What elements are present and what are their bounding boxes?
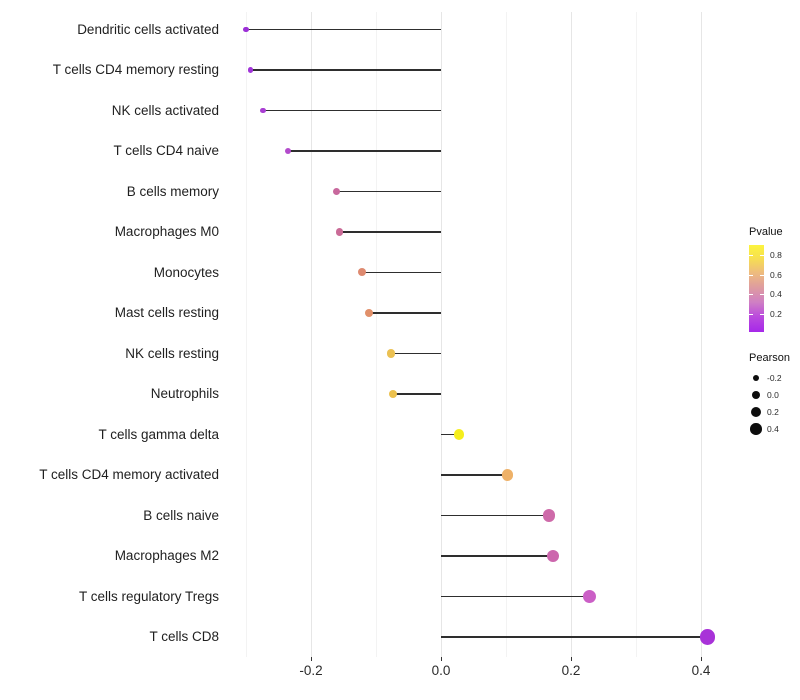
lollipop-stem xyxy=(339,231,441,233)
x-axis-tick-label: -0.2 xyxy=(299,663,323,678)
lollipop-stem xyxy=(441,555,553,557)
lollipop-dot xyxy=(364,308,373,318)
x-axis-tick-label: 0.2 xyxy=(561,663,581,678)
x-axis-tick xyxy=(701,657,702,661)
pearson-legend-dot xyxy=(752,374,760,382)
y-axis-label: Mast cells resting xyxy=(114,305,219,320)
pearson-legend-label: 0.0 xyxy=(767,390,779,400)
gridline-major xyxy=(311,12,312,657)
y-axis-label: T cells gamma delta xyxy=(98,426,219,442)
y-axis-label: Monocytes xyxy=(153,264,219,280)
lollipop-stem xyxy=(441,433,460,436)
colorbar-tick xyxy=(749,274,753,276)
lollipop-stem xyxy=(392,393,441,395)
gridline-minor xyxy=(636,12,637,657)
gridline-major xyxy=(441,12,442,657)
y-axis-label: Neutrophils xyxy=(150,386,219,401)
lollipop-dot xyxy=(501,469,513,481)
pvalue-legend-title: Pvalue xyxy=(749,226,783,238)
y-axis-label: NK cells resting xyxy=(125,345,219,361)
lollipop-stem xyxy=(250,69,441,71)
gridline-minor xyxy=(376,12,377,657)
colorbar-tick xyxy=(760,274,764,276)
lollipop-stem xyxy=(441,595,590,598)
lollipop-dot xyxy=(243,26,249,33)
y-axis-label: B cells memory xyxy=(126,183,219,199)
pearson-legend-label: 0.4 xyxy=(767,424,779,434)
lollipop-stem xyxy=(262,109,441,112)
colorbar-tick-label: 0.8 xyxy=(770,250,782,260)
colorbar-tick xyxy=(760,313,764,315)
lollipop-dot xyxy=(546,549,559,563)
lollipop-stem xyxy=(441,636,708,638)
lollipop-stem xyxy=(246,28,441,31)
gridline-minor xyxy=(246,12,247,657)
y-axis-label: Macrophages M2 xyxy=(114,548,219,563)
colorbar-tick-label: 0.4 xyxy=(770,289,782,300)
colorbar-tick-label: 0.6 xyxy=(770,269,782,280)
x-axis-tick-label: 0.0 xyxy=(431,663,451,678)
x-axis-tick xyxy=(311,657,312,661)
y-axis-label: T cells CD4 memory activated xyxy=(39,467,219,482)
pearson-legend-dot xyxy=(750,423,762,435)
colorbar-tick xyxy=(760,255,764,256)
lollipop-stem xyxy=(368,312,441,314)
x-axis-tick xyxy=(571,657,572,661)
lollipop-dot xyxy=(388,389,398,399)
colorbar-tick-label: 0.2 xyxy=(770,308,782,319)
lollipop-stem xyxy=(441,514,549,517)
y-axis-label: T cells CD8 xyxy=(149,629,219,644)
y-axis-label: NK cells activated xyxy=(111,102,219,118)
y-axis-label: Dendritic cells activated xyxy=(77,21,219,37)
lollipop-stem xyxy=(336,190,441,193)
y-axis-label: T cells CD4 naive xyxy=(113,143,219,158)
lollipop-dot xyxy=(582,589,596,604)
pearson-legend-title: Pearson xyxy=(749,352,790,364)
y-axis-label: T cells regulatory Tregs xyxy=(78,588,219,604)
gridline-major xyxy=(701,12,702,657)
colorbar-tick xyxy=(760,294,764,296)
colorbar-tick xyxy=(749,255,753,256)
lollipop-stem xyxy=(288,150,441,152)
lollipop-dot xyxy=(699,629,716,645)
lollipop-dot xyxy=(335,228,344,236)
pearson-legend-dot xyxy=(751,390,761,400)
colorbar-tick xyxy=(749,313,753,315)
y-axis-label: T cells CD4 memory resting xyxy=(52,62,219,77)
lollipop-dot xyxy=(332,187,341,196)
lollipop-stem xyxy=(390,352,441,355)
pearson-legend-label: 0.2 xyxy=(767,407,779,417)
pearson-legend-dot xyxy=(750,406,762,418)
lollipop-dot xyxy=(386,349,396,358)
y-axis-label: Macrophages M0 xyxy=(114,224,219,239)
pearson-legend-label: -0.2 xyxy=(767,373,782,383)
gridline-minor xyxy=(506,12,507,657)
x-axis-tick xyxy=(441,657,442,661)
gridline-major xyxy=(571,12,572,657)
lollipop-dot xyxy=(285,147,292,155)
lollipop-dot xyxy=(260,107,266,114)
colorbar-tick xyxy=(749,294,753,296)
lollipop-dot xyxy=(247,67,254,73)
pvalue-colorbar xyxy=(749,245,764,332)
x-axis-tick-label: 0.4 xyxy=(691,663,711,678)
lollipop-stem xyxy=(441,474,508,476)
y-axis-label: B cells naive xyxy=(143,507,219,523)
lollipop-dot xyxy=(542,509,556,522)
lollipop-dot xyxy=(358,268,367,277)
lollipop-dot xyxy=(454,429,465,440)
lollipop-stem xyxy=(362,271,441,274)
